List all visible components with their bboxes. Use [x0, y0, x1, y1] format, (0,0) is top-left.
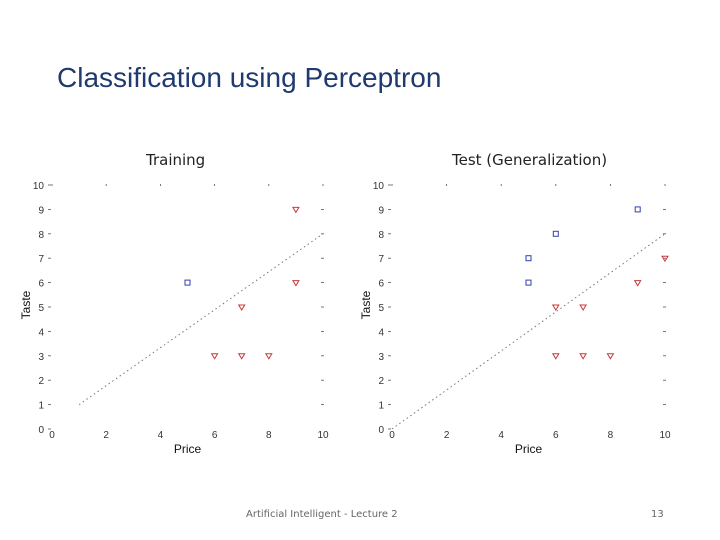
- data-point-square: [525, 255, 532, 262]
- data-point-triangle: [579, 304, 587, 311]
- chart-title-test: Test (Generalization): [452, 151, 608, 169]
- data-point-square: [552, 230, 559, 237]
- data-point-triangle: [579, 353, 587, 360]
- y-tick-label: 0: [378, 425, 384, 436]
- data-point-triangle: [237, 304, 246, 311]
- data-point-square: [525, 279, 532, 286]
- data-point-triangle: [551, 304, 560, 311]
- y-axis-label: Taste: [359, 290, 373, 319]
- y-tick-label: 4: [378, 327, 384, 338]
- y-tick-label: 7: [38, 254, 44, 265]
- data-point-square: [634, 206, 641, 213]
- y-tick-label: 1: [38, 401, 44, 412]
- data-point-triangle: [292, 206, 300, 214]
- x-tick-label: 0: [49, 430, 55, 441]
- x-tick-label: 8: [608, 430, 614, 441]
- y-tick-label: 2: [38, 376, 44, 387]
- page-number: 13: [651, 509, 664, 520]
- y-tick-label: 7: [378, 254, 384, 265]
- footer-lecture: Artificial Intelligent - Lecture 2: [246, 509, 398, 520]
- data-point-triangle: [237, 353, 246, 360]
- x-tick-label: 6: [212, 430, 218, 441]
- y-tick-label: 2: [378, 376, 384, 387]
- data-point-triangle: [633, 280, 642, 287]
- data-point-triangle: [551, 353, 560, 360]
- data-point-triangle: [606, 353, 615, 360]
- y-tick-label: 6: [38, 279, 44, 290]
- y-tick-label: 3: [378, 352, 384, 363]
- y-tick-label: 9: [378, 205, 384, 216]
- y-tick-label: 10: [33, 181, 45, 192]
- data-point-triangle: [661, 255, 669, 263]
- data-point-triangle: [292, 280, 300, 287]
- decision-boundary-line: [78, 233, 324, 406]
- x-tick-label: 4: [498, 430, 504, 441]
- chart-title-training: Training: [146, 151, 206, 169]
- x-tick-label: 8: [266, 430, 272, 441]
- y-tick-label: 10: [373, 181, 385, 192]
- data-point-triangle: [210, 353, 219, 360]
- y-tick-label: 9: [38, 205, 44, 216]
- y-tick-label: 6: [378, 279, 384, 290]
- x-tick-label: 2: [103, 430, 109, 441]
- y-tick-label: 3: [38, 352, 44, 363]
- x-tick-label: 0: [389, 430, 395, 441]
- y-tick-label: 5: [378, 303, 384, 314]
- slide-title: Classification using Perceptron: [57, 62, 442, 93]
- x-tick-label: 10: [317, 430, 329, 441]
- y-axis-label: Taste: [19, 290, 33, 319]
- y-tick-label: 4: [38, 327, 44, 338]
- data-point-square: [184, 279, 191, 286]
- x-axis-label: Price: [174, 442, 202, 456]
- x-tick-label: 6: [553, 430, 559, 441]
- x-tick-label: 4: [158, 430, 164, 441]
- x-axis-label: Price: [515, 442, 543, 456]
- data-point-triangle: [264, 353, 273, 360]
- y-tick-label: 8: [38, 230, 44, 241]
- decision-boundary-line: [391, 233, 666, 430]
- y-tick-label: 1: [378, 401, 384, 412]
- y-tick-label: 8: [378, 230, 384, 241]
- y-tick-label: 5: [38, 303, 44, 314]
- y-tick-label: 0: [38, 425, 44, 436]
- x-tick-label: 10: [659, 430, 671, 441]
- x-tick-label: 2: [444, 430, 450, 441]
